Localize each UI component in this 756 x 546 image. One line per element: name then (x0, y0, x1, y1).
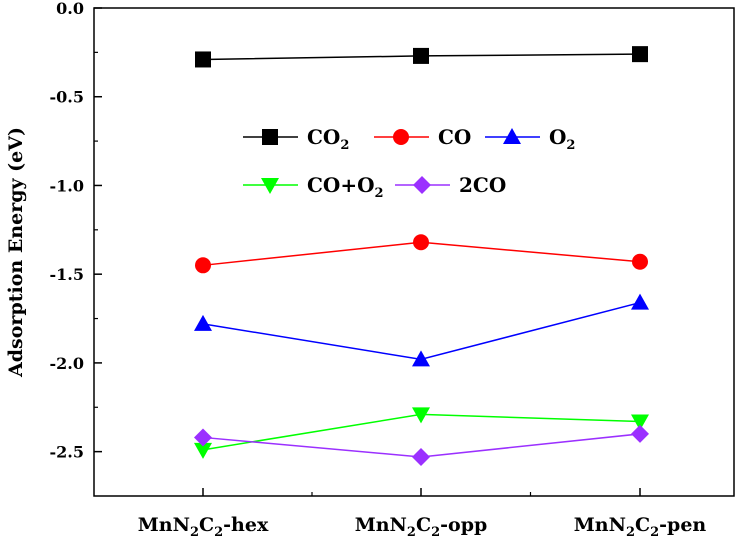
legend-entry: CO+O2 (243, 173, 384, 201)
legend: CO2 CO O2 CO+O2 2CO (243, 125, 575, 201)
x-category-label: MnN2C2-hex (138, 514, 269, 540)
data-point-circle (632, 253, 648, 270)
legend-entry: 2CO (395, 173, 506, 197)
x-axis: MnN2C2-hex MnN2C2-opp MnN2C2-pen (138, 488, 707, 540)
data-point-square (413, 47, 429, 64)
data-point-diamond (631, 424, 649, 443)
data-point-square (195, 51, 211, 68)
series-3 (194, 407, 649, 459)
y-tick-label: -2.5 (50, 443, 84, 462)
y-tick-label: -1.5 (50, 265, 84, 284)
legend-label: CO+O2 (307, 173, 384, 201)
series-1 (195, 234, 648, 274)
data-point-square (632, 46, 648, 63)
data-point-triangle-up (194, 314, 212, 331)
data-point-circle (413, 234, 429, 251)
legend-marker-diamond (413, 176, 431, 194)
legend-entry: CO (374, 125, 471, 149)
plot-frame (93, 7, 735, 497)
y-tick-label: -2.0 (50, 354, 84, 373)
legend-marker-circle (393, 129, 409, 145)
x-category-label: MnN2C2-pen (574, 514, 707, 540)
data-point-triangle-down (412, 407, 430, 424)
legend-marker-triangle-up (503, 128, 521, 144)
data-point-diamond (412, 447, 430, 466)
series-4 (194, 424, 649, 466)
legend-entry: O2 (485, 125, 575, 153)
y-axis: 0.0 -0.5 -1.0 -1.5 -2.0 -2.5 (50, 0, 102, 462)
data-point-triangle-down (194, 442, 212, 459)
y-axis-title: Adsorption Energy (eV) (5, 127, 27, 378)
series-layer (194, 46, 649, 466)
data-point-triangle-up (631, 293, 649, 310)
series-line (202, 301, 641, 361)
legend-label: O2 (549, 125, 575, 153)
legend-entry: CO2 (243, 125, 349, 153)
y-tick-label: -1.0 (50, 176, 84, 195)
series-2 (194, 293, 649, 367)
data-point-triangle-up (412, 350, 430, 367)
legend-marker-triangle-down (261, 178, 279, 194)
legend-label: CO2 (307, 125, 349, 153)
series-0 (195, 46, 648, 68)
data-point-triangle-down (631, 414, 649, 431)
legend-label: 2CO (459, 173, 506, 197)
data-point-diamond (194, 428, 212, 447)
legend-marker-square (262, 129, 278, 145)
legend-label: CO (438, 125, 471, 149)
data-point-circle (195, 257, 211, 274)
y-tick-label: -0.5 (50, 88, 84, 107)
y-tick-label: 0.0 (56, 0, 84, 18)
x-category-label: MnN2C2-opp (355, 514, 488, 540)
